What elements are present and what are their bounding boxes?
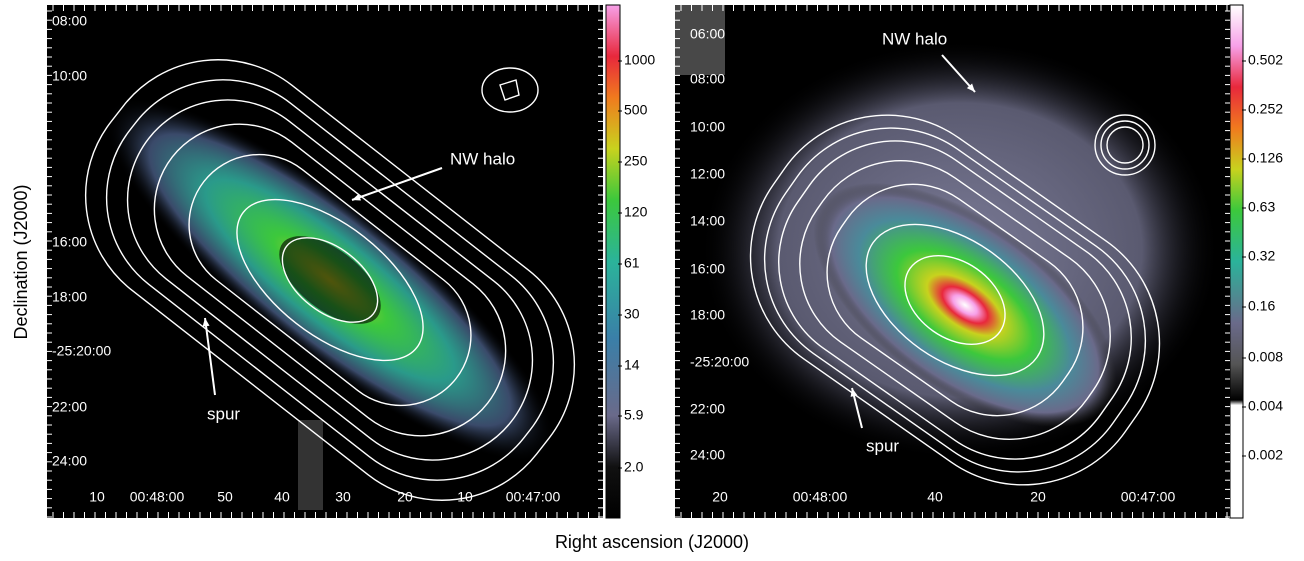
colorbar-tick-label: 0.16 [1248, 298, 1275, 314]
ra-tick-label: 00:48:00 [793, 489, 848, 505]
dec-tick-label: 18:00 [690, 307, 725, 323]
annotation-arrow [351, 167, 443, 201]
ra-tick-label: 20 [712, 489, 728, 505]
colorbar-tick-label: 14 [624, 357, 640, 373]
colorbar-tick-label: 1000 [624, 52, 655, 68]
colorbar-tick-label: 0.008 [1248, 349, 1283, 365]
colorbar-tick-label: 0.126 [1248, 150, 1283, 166]
colorbar-tick-label: 5.9 [624, 407, 644, 423]
dec-tick-label: 22:00 [52, 399, 87, 415]
left-image [47, 5, 603, 518]
dec-tick-label: 10:00 [52, 68, 87, 84]
ra-tick-label: 50 [217, 489, 233, 505]
colorbar-tick-label: 0.32 [1248, 248, 1275, 264]
dec-tick-label: 06:00 [690, 26, 725, 42]
colorbar-tick-label: 0.002 [1248, 447, 1283, 463]
ra-tick-label: 20 [397, 489, 413, 505]
dec-tick-label: 08:00 [52, 13, 87, 29]
ra-tick-label: 00:47:00 [506, 489, 561, 505]
dec-tick-label: 14:00 [690, 213, 725, 229]
ra-tick-label: 40 [274, 489, 290, 505]
dec-tick-label: 16:00 [690, 261, 725, 277]
ra-tick-label: 10 [89, 489, 105, 505]
colorbar [605, 4, 621, 519]
y-axis-label: Declination (J2000) [11, 184, 31, 339]
colorbar-tick-label: 2.0 [624, 459, 644, 475]
colorbar-tick-label: 30 [624, 306, 640, 322]
annotation: NW halo [450, 149, 515, 168]
dec-tick-label: 08:00 [690, 71, 725, 87]
ra-tick-label: 00:48:00 [130, 489, 185, 505]
colorbar-tick-label: 0.502 [1248, 52, 1283, 68]
colorbar-tick-label: 0.63 [1248, 199, 1275, 215]
annotation: spur [866, 436, 899, 455]
right-image [675, 5, 1230, 518]
colorbar-tick-label: 250 [624, 153, 648, 169]
dec-tick-label: -25:20:00 [690, 354, 749, 370]
colorbar [1229, 4, 1244, 519]
ra-tick-label: 00:47:00 [1121, 489, 1176, 505]
dec-tick-label: 22:00 [690, 401, 725, 417]
ra-tick-label: 10 [457, 489, 473, 505]
ra-tick-label: 30 [335, 489, 351, 505]
ra-tick-label: 20 [1030, 489, 1046, 505]
x-axis-label: Right ascension (J2000) [555, 532, 749, 552]
dec-tick-label: 12:00 [690, 166, 725, 182]
dec-tick-label: 24:00 [52, 453, 87, 469]
labels: Declination (J2000) Right ascension (J200… [11, 5, 1283, 552]
dec-tick-label: -25:20:00 [52, 343, 111, 359]
arrow-head [966, 83, 975, 92]
annotation-arrow [204, 317, 216, 396]
arrow-head [352, 193, 361, 201]
ra-tick-label: 40 [927, 489, 943, 505]
annotation: spur [207, 404, 240, 423]
dec-tick-label: 16:00 [52, 234, 87, 250]
colorbar-tick-label: 0.004 [1248, 398, 1283, 414]
colorbar-tick-label: 500 [624, 102, 648, 118]
colorbar-tick-label: 0.252 [1248, 101, 1283, 117]
annotation: NW halo [882, 29, 947, 48]
arrow-head [850, 388, 858, 397]
dec-tick-label: 24:00 [690, 447, 725, 463]
dec-tick-label: 10:00 [690, 119, 725, 135]
dec-tick-label: 18:00 [52, 289, 87, 305]
arrow-head [202, 318, 210, 327]
colorbar-tick-label: 120 [624, 204, 648, 220]
colorbar-tick-label: 61 [624, 255, 640, 271]
